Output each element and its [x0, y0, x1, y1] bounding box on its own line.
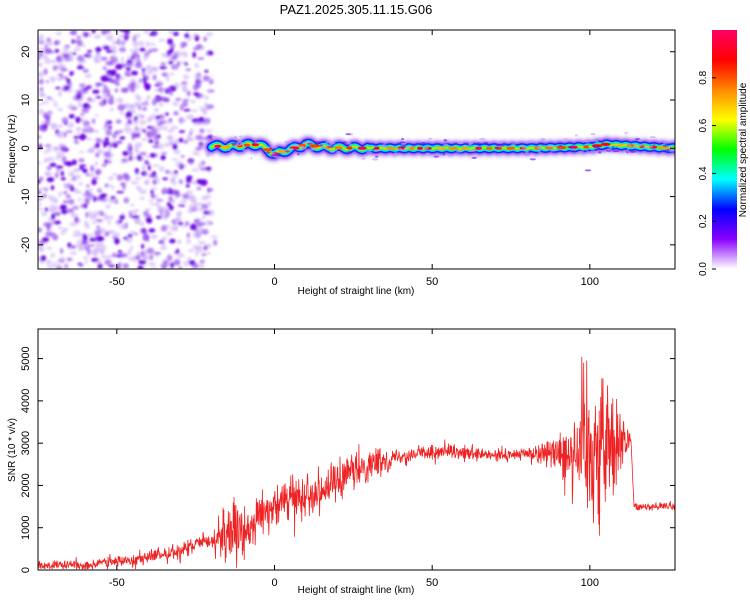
snr-panel: -50 0 50 100 0 1000 2000 3000 4000 5000 Height o… [7, 328, 676, 596]
spectrogram-y-axis: 20 10 0 -10 -20 [20, 46, 675, 253]
x-tick-label: 100 [581, 276, 599, 288]
colorbar-gradient [712, 30, 737, 269]
x-tick-label: 0 [271, 577, 277, 589]
y-tick-label: 5000 [20, 346, 32, 370]
snr-x-label: Height of straight line (km) [298, 585, 415, 596]
x-tick-label: 50 [426, 276, 438, 288]
y-tick-label: 4000 [20, 389, 32, 413]
x-tick-label: -50 [109, 276, 125, 288]
spectrogram-image [38, 30, 675, 269]
y-tick-label: -10 [20, 189, 32, 205]
spectrogram-y-label: Frequency (Hz) [7, 115, 18, 184]
x-tick-label: -50 [109, 577, 125, 589]
noise-speckle [38, 30, 219, 269]
spectrogram-x-label: Height of straight line (km) [298, 286, 415, 297]
x-tick-label: 0 [271, 276, 277, 288]
colorbar-tick-label: 0.6 [698, 118, 709, 132]
spectrogram-frame [37, 29, 676, 270]
colorbar: 0.0 0.2 0.4 0.6 0.8 Normalized spectral ampl… [698, 30, 749, 276]
y-tick-label: 10 [20, 94, 32, 106]
x-tick-label: 50 [426, 577, 438, 589]
colorbar-tick-label: 0.4 [698, 166, 709, 180]
spectrogram-x-axis: -50 0 50 100 [109, 30, 599, 288]
snr-series-line [38, 356, 675, 570]
colorbar-ticks: 0.0 0.2 0.4 0.6 0.8 [698, 70, 716, 276]
colorbar-label: Normalized spectral amplitude [738, 82, 749, 217]
y-tick-label: 1000 [20, 515, 32, 539]
colorbar-tick-label: 0.0 [698, 262, 709, 276]
y-tick-label: 3000 [20, 431, 32, 455]
colorbar-tick-label: 0.8 [698, 70, 709, 84]
snr-y-axis: 0 1000 2000 3000 4000 5000 [20, 346, 675, 573]
snr-y-label: SNR (10 * v/v) [7, 418, 18, 482]
y-tick-label: 0 [20, 145, 32, 151]
figure-title: PAZ1.2025.305.11.15.G06 [280, 2, 433, 17]
snr-x-axis: -50 0 50 100 [109, 329, 599, 589]
colorbar-tick-label: 0.2 [698, 214, 709, 228]
y-tick-label: 20 [20, 46, 32, 58]
y-tick-label: 0 [20, 567, 32, 573]
y-tick-label: 2000 [20, 473, 32, 497]
signal-ridge [202, 131, 675, 172]
snr-frame [37, 328, 676, 571]
y-tick-label: -20 [20, 237, 32, 253]
x-tick-label: 100 [581, 577, 599, 589]
